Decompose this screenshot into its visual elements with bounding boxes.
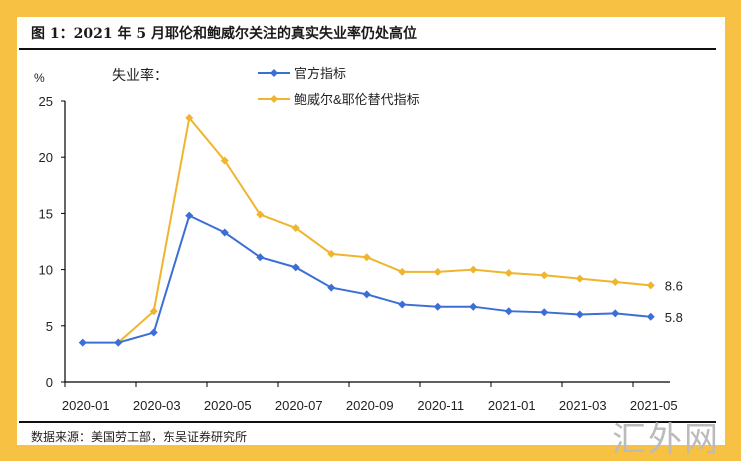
x-tick-label: 2020-09 (346, 398, 394, 413)
data-point (185, 211, 194, 220)
data-point (362, 290, 371, 299)
data-point (504, 307, 513, 316)
legend-label: 官方指标 (294, 66, 346, 81)
x-tick-label: 2020-05 (204, 398, 252, 413)
data-point (220, 156, 229, 165)
data-point (291, 263, 300, 272)
data-point (575, 274, 584, 283)
data-point (256, 210, 265, 219)
end-value-label: 8.6 (665, 278, 683, 293)
data-point (78, 338, 87, 347)
end-value-label: 5.8 (665, 310, 683, 325)
x-tick-label: 2021-05 (630, 398, 678, 413)
y-tick-label: 0 (46, 375, 53, 390)
y-tick-label: 10 (39, 263, 53, 278)
legend-title: 失业率： (112, 67, 168, 83)
data-point (469, 265, 478, 274)
data-point (398, 300, 407, 309)
data-point (646, 281, 655, 290)
source-note: 数据来源：美国劳工部，东吴证券研究所 (31, 430, 248, 444)
data-point (291, 224, 300, 233)
data-point (504, 268, 513, 277)
y-tick-label: 25 (39, 94, 53, 109)
chart-title: 图 1：2021 年 5 月耶伦和鲍威尔关注的真实失业率仍处高位 (31, 26, 417, 42)
watermark: 汇外网 (612, 420, 720, 460)
footer-divider (19, 421, 716, 423)
data-point (256, 253, 265, 262)
data-point (362, 253, 371, 262)
y-tick-label: 20 (39, 150, 53, 165)
legend-marker (270, 69, 278, 77)
data-point (469, 302, 478, 311)
data-point (185, 113, 194, 122)
data-point (611, 309, 620, 318)
x-tick-label: 2020-01 (62, 398, 110, 413)
data-point (433, 302, 442, 311)
x-tick-label: 2020-03 (133, 398, 181, 413)
legend-label: 鲍威尔&耶伦替代指标 (294, 92, 420, 107)
data-point (149, 328, 158, 337)
data-point (540, 308, 549, 317)
x-tick-label: 2021-03 (559, 398, 607, 413)
data-point (327, 283, 336, 292)
series-line (117, 115, 651, 344)
data-point (149, 307, 158, 316)
y-tick-label: 5 (46, 319, 53, 334)
data-point (327, 249, 336, 258)
y-axis-unit: % (34, 71, 45, 85)
title-divider (19, 48, 716, 50)
data-point (220, 228, 229, 237)
data-point (611, 277, 620, 286)
y-tick-label: 15 (39, 206, 53, 221)
data-point (575, 310, 584, 319)
data-point (540, 271, 549, 280)
x-tick-label: 2020-07 (275, 398, 323, 413)
data-point (398, 267, 407, 276)
chart-panel: 图 1：2021 年 5 月耶伦和鲍威尔关注的真实失业率仍处高位 数据来源：美国… (17, 17, 725, 445)
x-tick-label: 2020-11 (417, 398, 464, 413)
data-point (433, 267, 442, 276)
data-point (114, 338, 123, 347)
legend-marker (270, 95, 278, 103)
data-point (646, 312, 655, 321)
x-tick-label: 2021-01 (488, 398, 536, 413)
